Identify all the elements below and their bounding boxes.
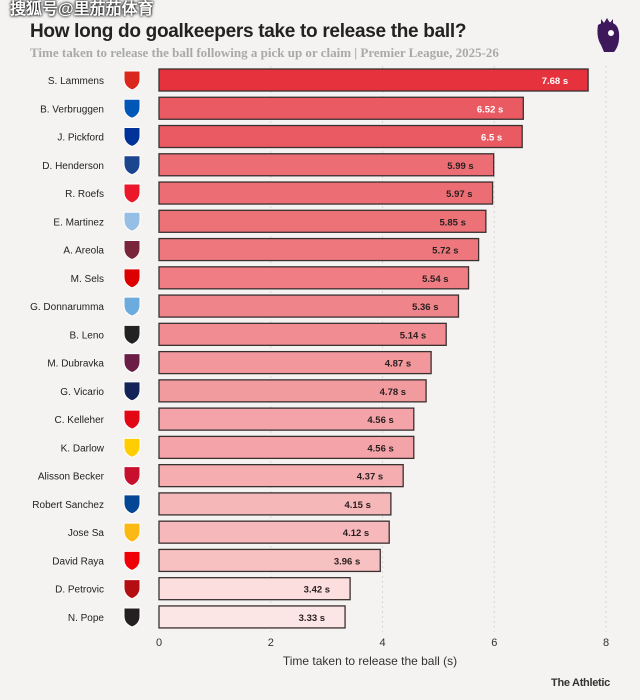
watermark: 搜狐号@里茄茄体育: [10, 1, 154, 18]
bar: [158, 294, 460, 318]
data-label: 5.14 s: [400, 330, 426, 341]
nottingham-forest-crest-icon: [123, 268, 141, 289]
goalkeeper-label: N. Pope: [68, 613, 105, 624]
goalkeeper-label: B. Leno: [70, 330, 105, 341]
data-label: 5.36 s: [412, 302, 438, 313]
bar: [158, 350, 432, 375]
data-label: 5.99 s: [447, 161, 473, 172]
bar: [158, 237, 480, 262]
data-label: 5.97 s: [446, 189, 472, 200]
brighton-crest-icon: [123, 98, 141, 119]
goalkeeper-label: E. Martinez: [53, 217, 104, 228]
bar: [158, 124, 523, 149]
sunderland-crest-icon: [123, 183, 141, 204]
arsenal-crest-icon: [123, 550, 141, 571]
goalkeeper-label: J. Pickford: [57, 133, 104, 144]
data-label: 4.15 s: [344, 500, 370, 511]
man-utd-crest-icon: [123, 70, 141, 91]
liverpool-crest-icon: [123, 466, 141, 487]
bar: [158, 577, 351, 601]
chart-title: How long do goalkeepers take to release …: [30, 21, 467, 42]
goalkeeper-label: G. Vicario: [60, 387, 104, 398]
data-label: 6.5 s: [481, 133, 502, 144]
goalkeeper-label: K. Darlow: [61, 443, 105, 454]
bar: [158, 181, 494, 205]
goalkeeper-label: A. Areola: [63, 246, 104, 257]
data-label: 5.85 s: [439, 217, 465, 228]
data-label: 4.12 s: [343, 528, 369, 539]
data-label: 7.68 s: [542, 76, 568, 87]
leeds-crest-icon: [123, 437, 141, 458]
data-label: 4.87 s: [385, 359, 411, 370]
goalkeeper-label: M. Dubravka: [47, 359, 104, 370]
data-label: 5.54 s: [422, 274, 448, 285]
chelsea-crest-icon: [123, 494, 141, 515]
burnley-crest-icon: [123, 353, 141, 374]
data-label: 3.96 s: [334, 556, 360, 567]
bar: [158, 463, 404, 488]
wolves-crest-icon: [123, 522, 141, 543]
x-tick-label: 8: [603, 637, 609, 649]
west-ham-crest-icon: [123, 240, 141, 261]
fulham-crest-icon: [123, 324, 141, 345]
everton-crest-icon: [123, 127, 141, 148]
data-label: 5.72 s: [432, 246, 458, 257]
goalkeeper-label: Jose Sa: [68, 528, 105, 539]
data-label: 4.56 s: [367, 415, 393, 426]
bar: [158, 520, 390, 544]
bar: [158, 605, 346, 629]
x-tick-label: 2: [268, 637, 274, 649]
aston-villa-crest-icon: [123, 211, 141, 232]
goalkeeper-label: C. Kelleher: [55, 415, 105, 426]
goalkeeper-label: R. Roefs: [65, 189, 104, 200]
data-label: 6.52 s: [477, 104, 503, 115]
goalkeeper-label: B. Verbruggen: [40, 104, 104, 115]
goalkeeper-label: D. Petrovic: [55, 585, 104, 596]
goalkeeper-label: D. Henderson: [42, 161, 104, 172]
premier-league-lion-icon: [597, 18, 620, 52]
bar: [158, 68, 589, 92]
bar: [158, 209, 487, 233]
goalkeeper-label: Robert Sanchez: [32, 500, 104, 511]
bar: [158, 379, 427, 403]
goalkeeper-label: M. Sels: [71, 274, 104, 285]
goalkeeper-label: G. Donnarumma: [30, 302, 104, 313]
x-tick-label: 4: [379, 637, 385, 649]
brentford-crest-icon: [123, 409, 141, 430]
goalkeeper-label: Alisson Becker: [38, 472, 105, 483]
data-label: 4.37 s: [357, 472, 383, 483]
bar: [158, 96, 524, 120]
tottenham-crest-icon: [123, 381, 141, 402]
bar: [158, 492, 392, 516]
bar-chart: 0 2 4 6 8 S. Lammens 7.68 s B. Verbruggen 6.52 s…: [30, 66, 609, 649]
the-athletic-logo: The Athletic: [551, 677, 610, 689]
data-label: 4.78 s: [380, 387, 406, 398]
bar: [158, 435, 415, 460]
bar: [158, 548, 381, 573]
goalkeeper-label: S. Lammens: [48, 76, 104, 87]
data-label: 4.56 s: [367, 443, 393, 454]
man-city-crest-icon: [123, 296, 141, 317]
bar: [158, 322, 447, 346]
newcastle-crest-icon: [123, 607, 141, 628]
bar: [158, 407, 415, 431]
bar: [158, 266, 470, 290]
bournemouth-crest-icon: [123, 579, 141, 600]
data-label: 3.33 s: [299, 613, 325, 624]
x-axis-label: Time taken to release the ball (s): [282, 654, 458, 668]
x-tick-label: 6: [491, 637, 497, 649]
crystal-palace-crest-icon: [123, 155, 141, 176]
chart-subtitle: Time taken to release the ball following…: [30, 45, 499, 60]
x-tick-label: 0: [156, 637, 162, 649]
goalkeeper-label: David Raya: [52, 556, 104, 567]
bar: [158, 153, 495, 177]
data-label: 3.42 s: [304, 585, 330, 596]
